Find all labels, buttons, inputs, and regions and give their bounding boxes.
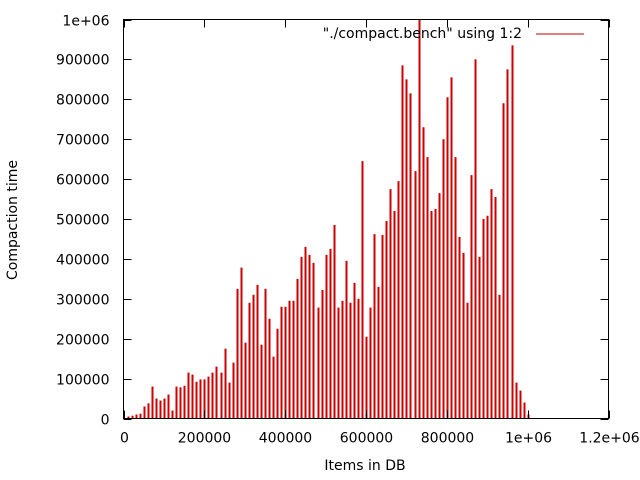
- y-tick-label: 900000: [56, 53, 109, 69]
- axis-ticks: 0 100000 200000 300000 400000 500000 600000 700…: [56, 14, 640, 447]
- x-tick-label: 1.2e+06: [579, 431, 640, 447]
- plot-frame: [123, 19, 609, 419]
- y-tick-label: 1e+06: [62, 14, 109, 30]
- y-tick-label: 600000: [56, 173, 109, 189]
- x-tick-label: 800000: [421, 431, 474, 447]
- y-tick-label: 200000: [56, 333, 109, 349]
- y-tick-label: 100000: [56, 373, 109, 389]
- x-tick-label: 1e+06: [505, 431, 552, 447]
- legend: "./compact.bench" using 1:2: [323, 26, 584, 42]
- x-tick-label: 600000: [340, 431, 393, 447]
- y-tick-label: 800000: [56, 93, 109, 109]
- x-tick-label: 0: [120, 431, 129, 447]
- y-tick-label: 300000: [56, 293, 109, 309]
- y-tick-label: 700000: [56, 133, 109, 149]
- y-axis-label: Compaction time: [5, 160, 21, 280]
- y-tick-label: 0: [101, 413, 110, 429]
- bar-series: [127, 19, 530, 419]
- y-tick-label: 500000: [56, 213, 109, 229]
- legend-label: "./compact.bench" using 1:2: [323, 26, 522, 42]
- x-tick-label: 200000: [178, 431, 231, 447]
- x-axis-label: Items in DB: [324, 458, 405, 474]
- x-tick-label: 400000: [259, 431, 312, 447]
- y-tick-label: 400000: [56, 253, 109, 269]
